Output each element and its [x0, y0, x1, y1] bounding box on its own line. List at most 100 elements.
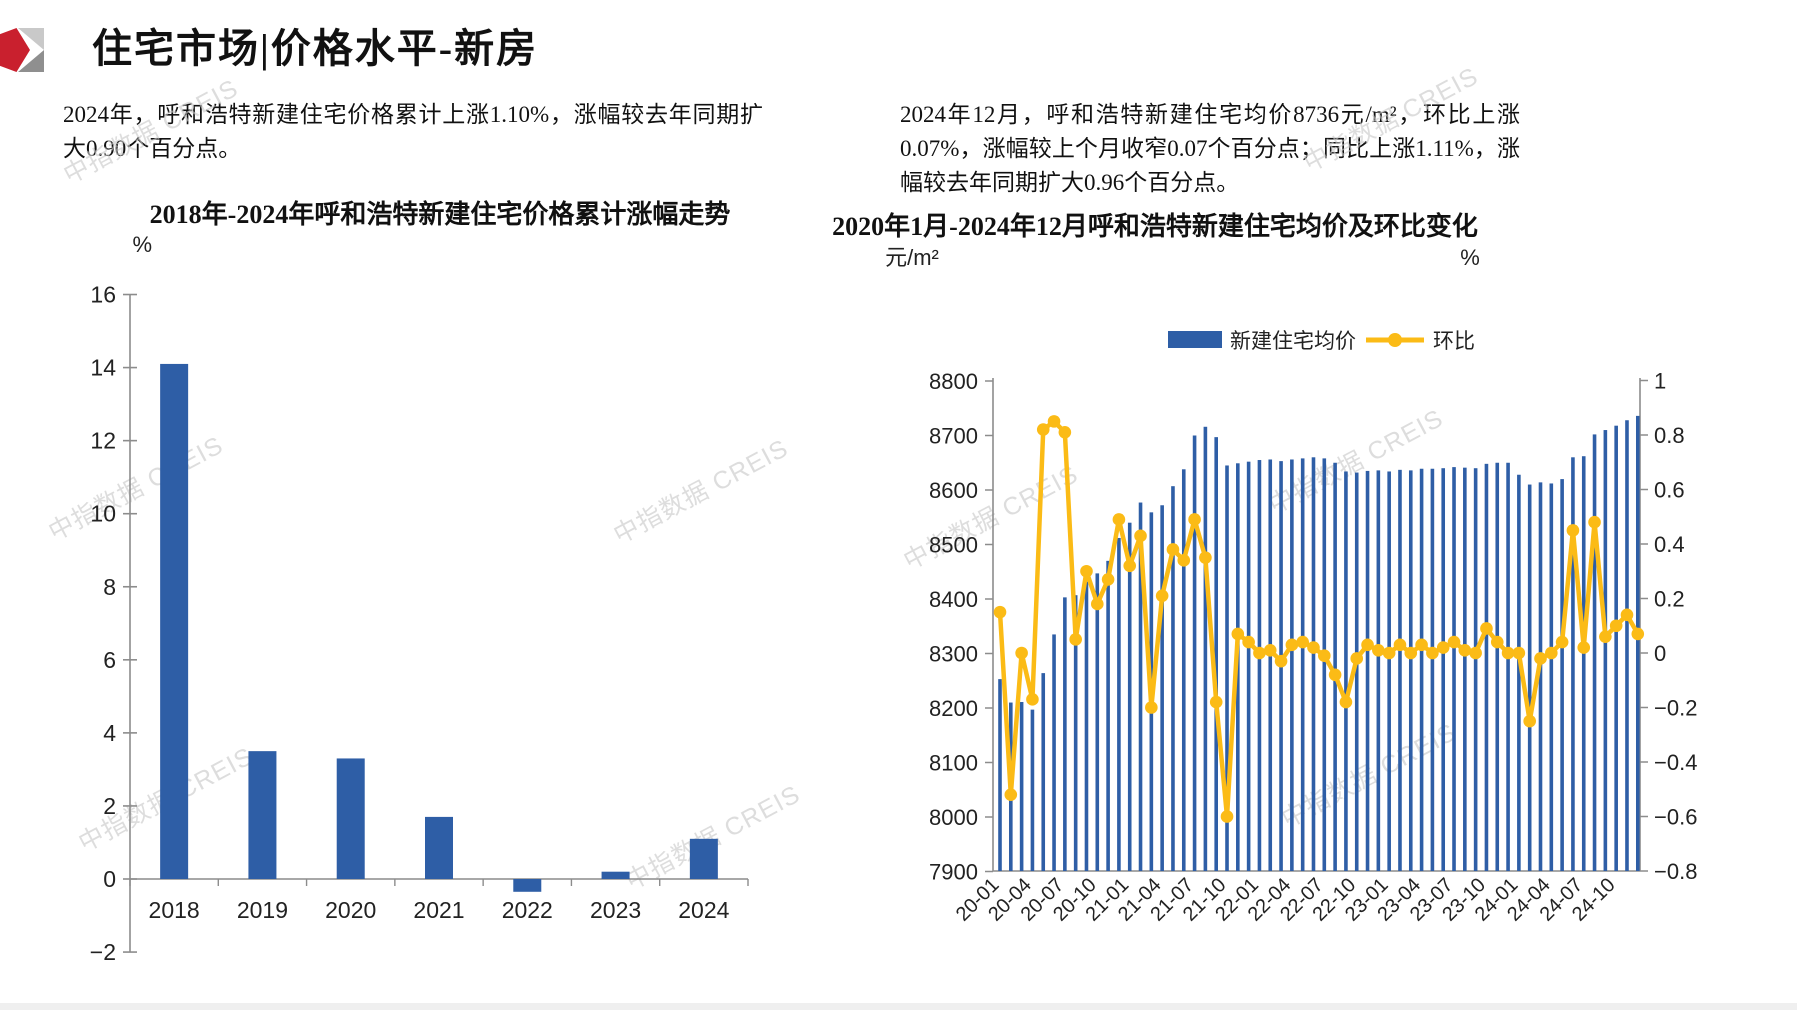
mom-line-marker: [1393, 638, 1407, 652]
left-chart-bar: [160, 363, 189, 879]
mom-line-marker: [1112, 513, 1126, 526]
right-chart-left-y-label: 8800: [929, 369, 978, 394]
left-chart-y-label: 4: [103, 720, 116, 746]
mom-line-marker: [1490, 635, 1504, 649]
left-chart-x-label: 2018: [149, 897, 200, 923]
price-bar: [1181, 469, 1186, 871]
left-chart-x-label: 2024: [678, 897, 729, 923]
price-bar: [1354, 472, 1359, 871]
price-bar: [1019, 702, 1024, 871]
price-bar: [1376, 470, 1381, 871]
mom-line-marker: [1123, 559, 1137, 573]
mom-line-marker: [1339, 695, 1353, 709]
mom-line-marker: [1523, 714, 1536, 728]
price-bar: [1517, 474, 1521, 871]
mom-line-marker: [1361, 638, 1374, 652]
price-bar: [1052, 634, 1056, 871]
left-chart-title: 2018年-2024年呼和浩特新建住宅价格累计涨幅走势: [149, 200, 731, 229]
price-bar: [1560, 479, 1564, 871]
right-chart-right-y-label: 0.4: [1654, 532, 1685, 557]
left-chart-y-label: 12: [90, 428, 116, 454]
price-bar: [1030, 709, 1035, 871]
legend-bar-label: 新建住宅均价: [1230, 330, 1356, 353]
price-bar: [1246, 461, 1251, 871]
price-bar: [1419, 468, 1424, 871]
price-bar: [1538, 482, 1543, 871]
price-bar: [1625, 420, 1629, 871]
price-bar: [1041, 673, 1046, 871]
mom-line-marker: [1026, 693, 1039, 706]
price-bar: [1203, 426, 1208, 871]
price-bar: [1430, 468, 1435, 871]
price-bar: [1635, 415, 1640, 871]
price-bar: [1171, 486, 1175, 871]
mom-line-marker: [1480, 622, 1493, 635]
left-chart-x-label: 2020: [325, 897, 376, 923]
right-chart-left-y-label: 8700: [929, 424, 978, 449]
left-chart-unit-label: %: [132, 232, 152, 257]
mom-line-marker: [1231, 627, 1245, 641]
price-bar: [1484, 463, 1489, 871]
price-bar: [1138, 502, 1143, 871]
price-bar: [1452, 467, 1456, 871]
mom-line-marker: [1209, 695, 1223, 709]
right-chart-left-y-label: 8600: [929, 478, 978, 503]
right-chart-right-y-label: −0.4: [1654, 750, 1697, 775]
mom-line-marker: [1620, 608, 1634, 622]
price-bar: [1084, 581, 1089, 871]
right-chart-left-y-label: 8500: [929, 533, 978, 558]
price-bar: [1387, 471, 1391, 871]
right-chart-right-y-label: −0.2: [1654, 696, 1697, 721]
left-chart-y-label: 6: [103, 647, 116, 673]
mom-line-marker: [1004, 788, 1018, 801]
mom-line-marker: [993, 605, 1007, 619]
left-chart-x-label: 2022: [502, 897, 553, 923]
right-chart-left-y-label: 8000: [929, 805, 978, 830]
mom-line-marker: [1188, 513, 1201, 526]
left-chart-y-label: 8: [103, 574, 116, 600]
left-chart-bar: [425, 816, 453, 879]
price-bar: [1322, 458, 1327, 871]
price-bar: [1398, 469, 1402, 871]
mom-line-marker: [1069, 633, 1082, 646]
price-bar: [1192, 435, 1197, 871]
legend-line-marker: [1388, 333, 1402, 347]
legend-line-label: 环比: [1433, 330, 1475, 353]
mom-line-marker: [1609, 619, 1623, 633]
price-bar: [1549, 483, 1554, 871]
mom-line-marker: [1199, 551, 1212, 564]
mom-line-marker: [1382, 646, 1396, 660]
price-bar: [1463, 467, 1467, 871]
left-chart-y-label: −2: [90, 939, 116, 965]
mom-line-marker: [1242, 635, 1255, 649]
bottom-strip: [0, 1003, 1797, 1010]
mom-line-marker: [1090, 597, 1104, 611]
price-bar: [1117, 537, 1121, 871]
left-chart-bar: [601, 871, 630, 879]
price-bar: [1344, 471, 1348, 871]
mom-line-marker: [1134, 529, 1147, 543]
left-chart-x-label: 2023: [590, 897, 641, 923]
mom-line-marker: [1534, 652, 1547, 665]
right-chart-right-y-label: 0.2: [1654, 587, 1685, 612]
mom-line-marker: [1166, 543, 1180, 556]
mom-line-marker: [1274, 654, 1288, 668]
price-bar: [1127, 522, 1132, 871]
right-chart-right-y-label: 1: [1654, 369, 1666, 394]
left-summary-text: 2024年，呼和浩特新建住宅价格累计上涨1.10%，涨幅较去年同期扩大0.90个…: [63, 102, 763, 161]
mom-line-marker: [1501, 646, 1515, 660]
right-chart-left-y-label: 7900: [929, 860, 978, 885]
left-chart-y-label: 0: [103, 866, 116, 892]
mom-line-marker: [1015, 646, 1028, 660]
mom-line-marker: [1631, 627, 1645, 641]
mom-line-marker: [1101, 573, 1115, 586]
price-bar: [1614, 425, 1618, 871]
price-bar: [1290, 459, 1294, 871]
right-chart-left-y-label: 8100: [929, 751, 978, 776]
right-chart-right-y-label: 0.8: [1654, 423, 1685, 448]
right-chart-right-y-label: 0: [1654, 641, 1666, 666]
price-bar: [1073, 595, 1078, 871]
left-chart-bar: [336, 758, 365, 879]
price-bar: [1214, 437, 1218, 871]
